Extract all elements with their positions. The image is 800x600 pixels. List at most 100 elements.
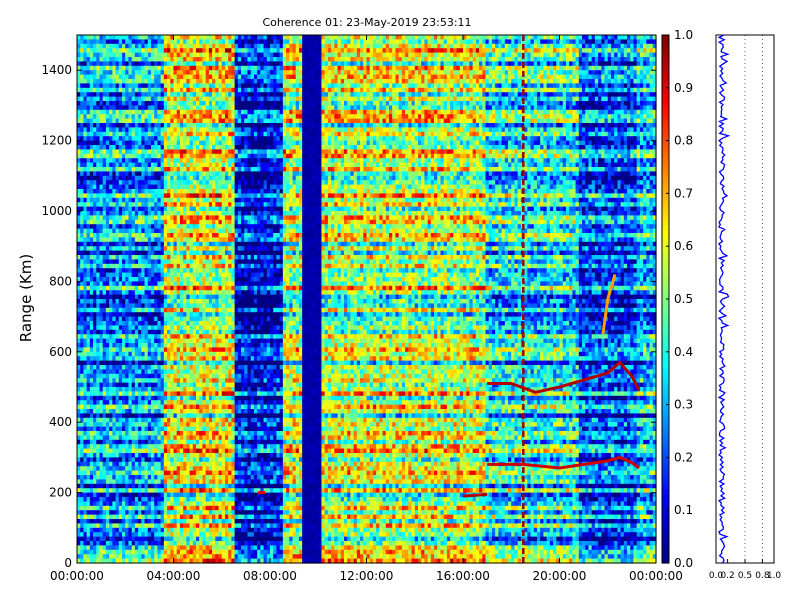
heatmap-cell	[196, 475, 200, 480]
heatmap-cell	[115, 307, 120, 313]
heatmap-cell	[199, 74, 204, 80]
heatmap-cell	[147, 523, 152, 529]
heatmap-cell	[205, 343, 210, 348]
heatmap-cell	[102, 351, 107, 357]
heatmap-cell	[160, 299, 165, 304]
heatmap-cell	[196, 65, 200, 71]
heatmap-cell	[102, 215, 107, 221]
heatmap-cell	[112, 554, 117, 560]
heatmap-cell	[109, 475, 113, 480]
heatmap-cell	[138, 479, 142, 485]
heatmap-cell	[157, 153, 162, 159]
heatmap-cell	[89, 211, 94, 216]
heatmap-cell	[176, 57, 181, 62]
heatmap-cell	[205, 92, 210, 98]
heatmap-cell	[192, 554, 197, 560]
heatmap-cell	[202, 224, 207, 230]
heatmap-cell	[173, 87, 178, 93]
heatmap-cell	[144, 387, 149, 392]
heatmap-cell	[186, 527, 191, 533]
heatmap-cell	[205, 439, 210, 445]
heatmap-cell	[99, 373, 104, 379]
heatmap-cell	[141, 250, 146, 256]
heatmap-cell	[134, 162, 139, 168]
heatmap-cell	[96, 114, 101, 120]
heatmap-cell	[186, 439, 191, 445]
heatmap-cell	[154, 70, 159, 76]
heatmap-cell	[179, 105, 184, 111]
heatmap-cell	[147, 338, 152, 344]
heatmap-cell	[192, 145, 197, 150]
heatmap-cell	[109, 197, 113, 203]
heatmap-cell	[115, 109, 120, 115]
heatmap-cell	[179, 505, 184, 511]
heatmap-cell	[96, 497, 101, 502]
heatmap-cell	[128, 281, 133, 287]
heatmap-cell	[89, 171, 94, 177]
heatmap-cell	[131, 153, 136, 159]
heatmap-cell	[115, 175, 120, 181]
heatmap-cell	[170, 158, 175, 164]
heatmap-cell	[83, 365, 88, 370]
heatmap-cell	[83, 448, 88, 454]
heatmap-cell	[105, 461, 110, 467]
heatmap-cell	[115, 136, 120, 142]
heatmap-cell	[163, 193, 168, 199]
heatmap-cell	[189, 360, 194, 366]
heatmap-cell	[77, 479, 81, 485]
heatmap-cell	[96, 290, 101, 296]
heatmap-cell	[80, 554, 85, 560]
heatmap-cell	[118, 61, 123, 67]
heatmap-cell	[167, 422, 171, 428]
heatmap-cell	[112, 52, 117, 58]
heatmap-cell	[93, 347, 97, 353]
heatmap-cell	[83, 211, 88, 216]
heatmap-cell	[176, 439, 181, 445]
heatmap-cell	[154, 105, 159, 111]
heatmap-cell	[179, 65, 184, 71]
heatmap-cell	[199, 272, 204, 278]
heatmap-cell	[83, 294, 88, 300]
heatmap-cell	[192, 263, 197, 269]
heatmap-cell	[202, 48, 207, 54]
heatmap-cell	[118, 180, 123, 186]
heatmap-cell	[183, 92, 187, 98]
heatmap-cell	[115, 365, 120, 370]
heatmap-cell	[102, 435, 107, 441]
heatmap-cell	[102, 316, 107, 322]
heatmap-cell	[109, 255, 113, 260]
heatmap-cell	[77, 145, 81, 150]
heatmap-cell	[192, 39, 197, 45]
heatmap-cell	[173, 175, 178, 181]
heatmap-cell	[205, 114, 210, 120]
heatmap-cell	[163, 87, 168, 93]
heatmap-cell	[157, 303, 162, 309]
heatmap-cell	[77, 215, 81, 221]
heatmap-cell	[86, 277, 91, 282]
heatmap-cell	[192, 149, 197, 155]
heatmap-cell	[163, 52, 168, 58]
heatmap-cell	[118, 233, 123, 238]
heatmap-cell	[115, 373, 120, 379]
heatmap-cell	[134, 475, 139, 480]
heatmap-cell	[89, 197, 94, 203]
heatmap-cell	[202, 92, 207, 98]
heatmap-cell	[134, 105, 139, 111]
heatmap-cell	[105, 61, 110, 67]
heatmap-cell	[105, 109, 110, 115]
heatmap-cell	[86, 184, 91, 190]
heatmap-cell	[99, 197, 104, 203]
heatmap-cell	[102, 488, 107, 494]
heatmap-cell	[125, 277, 130, 282]
heatmap-cell	[157, 101, 162, 106]
heatmap-cell	[138, 501, 142, 507]
heatmap-cell	[86, 554, 91, 560]
heatmap-cell	[102, 536, 107, 542]
heatmap-cell	[131, 233, 136, 238]
heatmap-cell	[80, 435, 85, 441]
heatmap-cell	[167, 281, 171, 287]
heatmap-cell	[102, 558, 107, 564]
heatmap-cell	[157, 514, 162, 520]
heatmap-cell	[173, 307, 178, 313]
heatmap-cell	[131, 514, 136, 520]
